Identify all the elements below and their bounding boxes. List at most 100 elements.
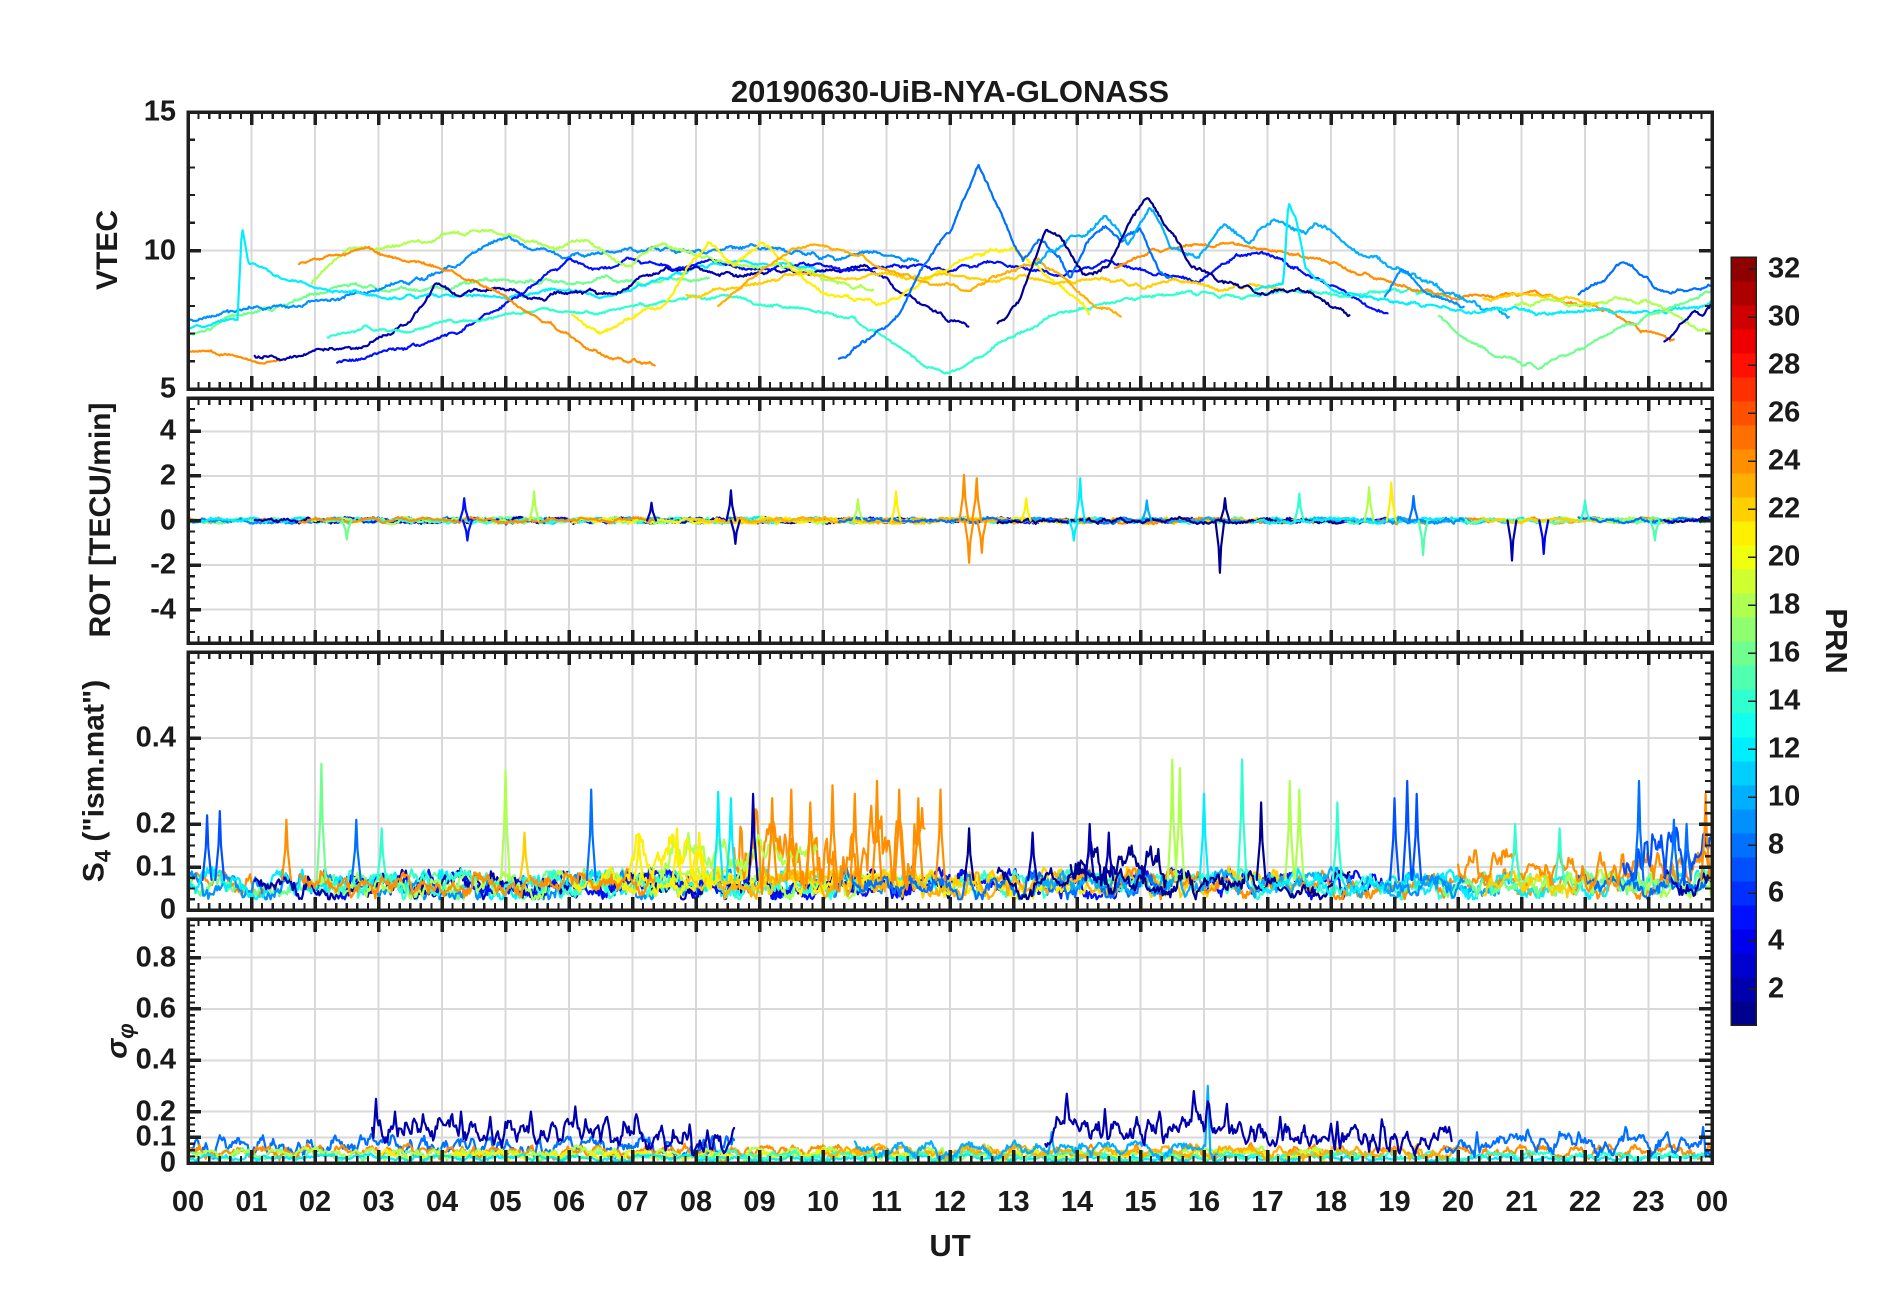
spike-prn24 bbox=[976, 519, 988, 554]
colorbar-band-prn5 bbox=[1731, 905, 1756, 930]
series-line-prn21 bbox=[571, 241, 1091, 335]
spike-prn7 bbox=[1389, 797, 1400, 881]
spike-prn18 bbox=[1363, 486, 1375, 522]
y-tick-label-S4: 0.4 bbox=[135, 721, 176, 754]
colorbar-band-prn1 bbox=[1731, 1001, 1756, 1026]
series-line-prn8 bbox=[1577, 871, 1712, 900]
colorbar-tick-label: 28 bbox=[1768, 348, 1801, 381]
grid-sigma-phi bbox=[188, 919, 1712, 1163]
spike-prn14 bbox=[1509, 822, 1521, 881]
series-line-prn2 bbox=[253, 263, 970, 362]
spike-prn24 bbox=[958, 473, 970, 522]
y-tick-label-VTEC: 10 bbox=[143, 234, 176, 266]
spike-prn21 bbox=[890, 490, 902, 522]
spike-prn2 bbox=[646, 501, 658, 522]
colorbar-tick-label: 32 bbox=[1768, 252, 1801, 285]
spike-prn24 bbox=[893, 788, 905, 881]
spike-prn8 bbox=[1633, 779, 1645, 881]
colorbar-tick-label: 30 bbox=[1768, 300, 1801, 333]
y-axis-label-rot: ROT [TECU/min] bbox=[84, 403, 118, 638]
series-line-prn2 bbox=[1663, 869, 1712, 897]
series-line-prn8 bbox=[1444, 1125, 1712, 1159]
series-line-prn21 bbox=[625, 832, 723, 887]
y-axis-label-sigma-phi: σφ bbox=[101, 1023, 140, 1058]
x-tick-label: 07 bbox=[616, 1186, 649, 1218]
spike-prn8 bbox=[350, 818, 362, 881]
x-tick-label: 01 bbox=[235, 1186, 268, 1218]
colorbar-tick-label: 22 bbox=[1768, 492, 1801, 525]
spike-prn16 bbox=[341, 519, 353, 541]
colorbar-band-prn23 bbox=[1731, 473, 1756, 498]
y-tick-label-ROT: 2 bbox=[159, 459, 176, 492]
spike-prn24 bbox=[827, 784, 839, 881]
y-tick-label-sigma-phi: 0.1 bbox=[135, 1120, 176, 1153]
colorbar-band-prn3 bbox=[1731, 953, 1756, 978]
x-tick-label: 21 bbox=[1505, 1186, 1538, 1218]
spike-prn18 bbox=[1174, 767, 1186, 881]
s4-label-sub: 4 bbox=[90, 849, 116, 863]
spike-prn24 bbox=[1700, 792, 1712, 881]
s4-label-suffix: ("ism.mat") bbox=[77, 679, 111, 850]
spike-prn2 bbox=[725, 489, 737, 522]
series-line-prn10 bbox=[1031, 206, 1510, 319]
series-line-prn23 bbox=[717, 243, 1122, 318]
spike-prn2 bbox=[1084, 822, 1096, 881]
x-tick-label: 00 bbox=[171, 1186, 205, 1218]
spike-prn21 bbox=[693, 831, 705, 881]
spike-prn18 bbox=[500, 769, 511, 881]
y-tick-label-sigma-phi: 0.8 bbox=[135, 941, 176, 974]
x-axis-title: UT bbox=[929, 1228, 971, 1263]
spike-prn18 bbox=[528, 490, 540, 522]
sigma-label-main: σ bbox=[100, 1038, 134, 1059]
spike-prn21 bbox=[1020, 497, 1032, 522]
spike-prn15 bbox=[1649, 519, 1661, 542]
colorbar-band-prn19 bbox=[1731, 569, 1756, 594]
x-tick-label: 12 bbox=[933, 1186, 967, 1218]
spike-prn5 bbox=[461, 519, 473, 542]
panel-border-sigma-phi bbox=[186, 917, 1714, 1165]
spike-prn12 bbox=[1068, 519, 1080, 542]
colorbar-band-prn27 bbox=[1731, 377, 1756, 402]
colorbar bbox=[1730, 256, 1757, 1026]
spike-prn24 bbox=[849, 792, 861, 881]
x-tick-label: 23 bbox=[1632, 1186, 1665, 1218]
y-tick-label-ROT: 0 bbox=[159, 504, 176, 536]
x-tick-label: 08 bbox=[679, 1186, 713, 1218]
colorbar-band-prn15 bbox=[1731, 665, 1756, 690]
spike-prn14 bbox=[1236, 758, 1248, 881]
x-tick-label: 19 bbox=[1378, 1186, 1411, 1218]
spike-prn18 bbox=[1293, 788, 1305, 881]
spike-prn18 bbox=[1166, 758, 1178, 881]
spike-prn24 bbox=[963, 519, 975, 564]
x-tick-label: 14 bbox=[1060, 1186, 1094, 1218]
series-line-prn2 bbox=[1044, 1090, 1453, 1157]
spike-prn24 bbox=[804, 801, 816, 881]
spike-prn8 bbox=[585, 788, 597, 881]
spike-prn2 bbox=[747, 792, 759, 881]
y-axis-label-vtec-text: VTEC bbox=[91, 209, 124, 291]
spike-prn7 bbox=[1411, 792, 1423, 881]
spike-prn16 bbox=[315, 762, 327, 881]
spike-prn14 bbox=[1554, 827, 1566, 881]
series-line-prn10 bbox=[853, 1084, 1218, 1162]
spike-prn24 bbox=[971, 477, 983, 522]
x-tick-label: 10 bbox=[806, 1186, 840, 1218]
series-line-prn9 bbox=[1383, 516, 1465, 525]
series-line-prn8 bbox=[837, 163, 1173, 360]
series-line-prn8 bbox=[837, 515, 1173, 526]
series-line-prn9 bbox=[1383, 268, 1465, 309]
series-line-prn24 bbox=[188, 348, 281, 365]
y-tick-label-sigma-phi: 0.2 bbox=[135, 1095, 176, 1128]
series-VTEC bbox=[188, 163, 1712, 375]
panel-VTEC bbox=[186, 110, 1714, 391]
spike-prn7 bbox=[1401, 779, 1413, 881]
spike-prn2 bbox=[1506, 519, 1518, 562]
x-tick-label: 02 bbox=[298, 1186, 332, 1218]
colorbar-tick-label: 24 bbox=[1768, 444, 1801, 477]
colorbar-tick-label: 4 bbox=[1768, 924, 1785, 957]
panel-S4 bbox=[186, 650, 1714, 912]
colorbar-band-prn31 bbox=[1731, 281, 1756, 306]
colorbar-tick-label: 16 bbox=[1768, 636, 1801, 669]
x-tick-label: 06 bbox=[552, 1186, 586, 1218]
spike-prn21 bbox=[671, 827, 683, 881]
